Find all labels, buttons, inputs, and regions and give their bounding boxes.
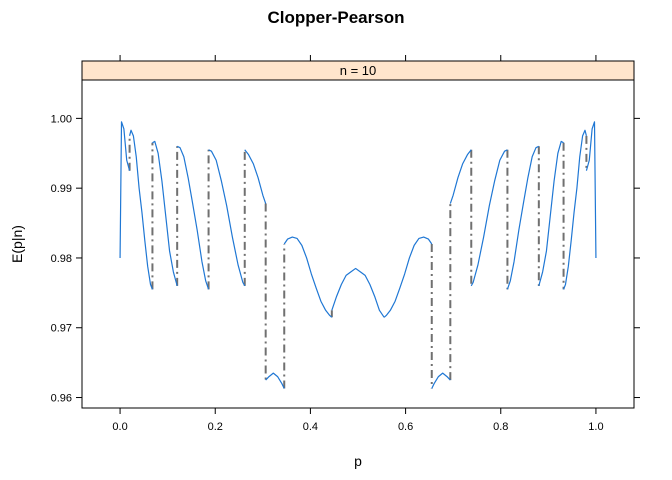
- y-tick-label: 0.98: [51, 253, 72, 265]
- curve-segment: [585, 121, 597, 258]
- curve-segment: [470, 149, 508, 287]
- curve-segment: [283, 236, 333, 318]
- y-tick-label: 1.00: [51, 113, 72, 125]
- curve-segment: [208, 149, 246, 287]
- x-axis: 0.0 0.2 0.4 0.6 0.8 1.0: [112, 55, 604, 433]
- x-tick-label: 0.0: [112, 421, 127, 433]
- strip-label: n = 10: [340, 63, 377, 78]
- y-tick-label: 0.99: [51, 183, 72, 195]
- y-axis: 0.96 0.97 0.98 0.99 1.00: [51, 113, 640, 405]
- x-tick-label: 0.4: [303, 421, 318, 433]
- x-tick-label: 0.8: [493, 421, 508, 433]
- curve-segment: [152, 140, 178, 287]
- curve-segment: [119, 121, 131, 258]
- y-tick-label: 0.96: [51, 393, 72, 405]
- curve-segment: [538, 140, 564, 287]
- x-tick-label: 0.6: [398, 421, 413, 433]
- curve-segment: [176, 145, 210, 290]
- curve-segment: [129, 129, 153, 290]
- y-tick-label: 0.97: [51, 323, 72, 335]
- curve-segment: [331, 267, 385, 318]
- curve-segment: [383, 236, 433, 318]
- curve-segment: [431, 372, 451, 389]
- x-axis-title: p: [354, 453, 362, 469]
- curve-segment: [265, 372, 285, 389]
- curve-segment: [449, 149, 472, 204]
- y-axis-title: E(p|n): [9, 225, 25, 263]
- strip: n = 10: [81, 60, 635, 81]
- plot-panel: [81, 79, 635, 409]
- chart-title: Clopper-Pearson: [268, 8, 405, 27]
- series-layer: [119, 121, 597, 389]
- curve-segment: [244, 149, 267, 204]
- curve-segment: [563, 129, 587, 290]
- x-tick-label: 1.0: [588, 421, 603, 433]
- x-tick-label: 0.2: [208, 421, 223, 433]
- curve-segment: [506, 145, 540, 290]
